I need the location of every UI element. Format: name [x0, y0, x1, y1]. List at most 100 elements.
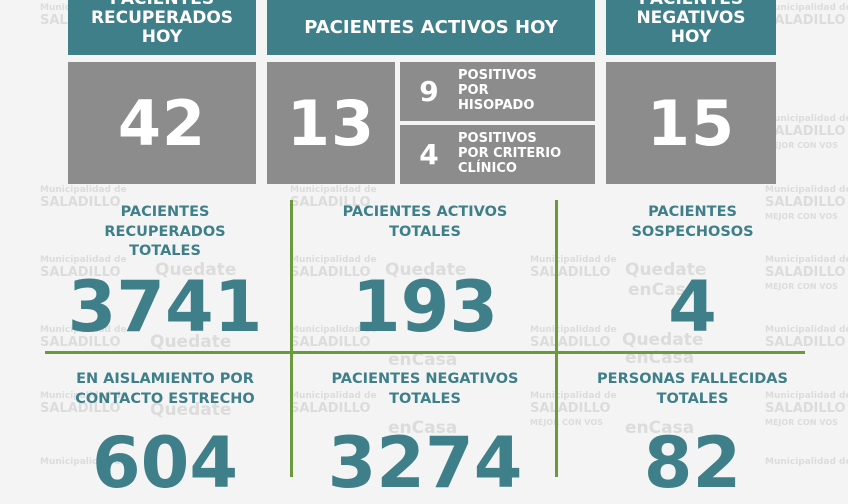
- label-line: HISOPADO: [458, 97, 535, 113]
- negativos-totales-value: 3274: [327, 422, 523, 504]
- header-line: HOY: [670, 26, 712, 47]
- header-activos-hoy: PACIENTES ACTIVOS HOY: [267, 0, 595, 55]
- wm-city: SALADILLO: [765, 195, 846, 210]
- wm-hashtag: enCasa: [625, 418, 695, 438]
- wm-municipio: Municipalidad de: [40, 457, 127, 467]
- label-line: TOTALES: [389, 390, 461, 407]
- header-line: HOY: [141, 26, 183, 47]
- wm-municipio: Municipalidad de: [290, 325, 377, 335]
- watermark-pattern: Municipalidad de SALADILLO Municipalidad…: [40, 3, 848, 467]
- grid-line-vertical-left: [290, 200, 293, 477]
- label-line: PACIENTES: [120, 204, 210, 220]
- wm-city: SALADILLO: [765, 265, 846, 280]
- negativos-hoy-value: 15: [646, 86, 736, 160]
- wm-city: SALADILLO: [765, 13, 846, 28]
- hisopado-count: 9: [419, 75, 439, 108]
- recuperados-hoy-value: 42: [117, 86, 207, 160]
- wm-municipio: Municipalidad de: [765, 391, 848, 401]
- wm-city: SALADILLO: [530, 401, 611, 416]
- wm-municipio: Municipalidad de: [290, 391, 377, 401]
- wm-slogan: MEJOR CON VOS: [765, 418, 838, 427]
- label-line: POSITIVOS: [458, 68, 537, 84]
- wm-municipio: Municipalidad de: [40, 255, 127, 265]
- wm-hashtag: enCasa: [628, 280, 698, 300]
- header-recuperados-hoy: PACIENTES RECUPERADOS HOY: [68, 0, 256, 55]
- sospechosos-value: 4: [668, 266, 717, 348]
- activos-hoy-box: 13: [267, 62, 395, 184]
- label-line: PACIENTES: [648, 204, 737, 220]
- wm-municipio: Municipalidad de: [530, 255, 617, 265]
- wm-city: SALADILLO: [765, 335, 846, 350]
- activos-hoy-value: 13: [286, 86, 376, 160]
- wm-city: SALADILLO: [290, 335, 371, 350]
- wm-municipio: Municipalidad de: [40, 325, 127, 335]
- label-line: TOTALES: [129, 243, 201, 260]
- label-line: POR: [458, 83, 489, 99]
- sospechosos-label: PACIENTES SOSPECHOSOS: [565, 203, 820, 242]
- wm-city: SALADILLO: [290, 195, 371, 210]
- wm-municipio: Municipalidad de: [530, 325, 617, 335]
- aislamiento-value: 604: [91, 422, 239, 504]
- wm-city: SALADILLO: [765, 401, 846, 416]
- wm-hashtag: Quedate: [625, 260, 707, 280]
- label-line: RECUPERADOS: [104, 223, 226, 240]
- label-line: PACIENTES NEGATIVOS: [331, 371, 519, 387]
- label-line: POR CRITERIO: [458, 146, 562, 162]
- wm-hashtag: Quedate: [150, 332, 232, 352]
- wm-hashtag: Quedate: [150, 400, 232, 420]
- header-line: PACIENTES: [639, 0, 743, 9]
- grid-line-vertical-right: [555, 200, 558, 477]
- recuperados-totales-value: 3741: [67, 266, 263, 348]
- header-line: RECUPERADOS: [90, 8, 234, 29]
- label-line: PERSONAS FALLECIDAS: [597, 371, 788, 387]
- grid-line-horizontal: [45, 351, 805, 354]
- label-line: CONTACTO ESTRECHO: [75, 390, 255, 407]
- wm-municipio: Municipalidad de: [765, 325, 848, 335]
- wm-city: SALADILLO: [290, 401, 371, 416]
- wm-hashtag: Quedate: [155, 260, 237, 280]
- label-line: CLÍNICO: [458, 160, 517, 176]
- wm-municipio: Municipalidad de: [765, 185, 848, 195]
- wm-city: SALADILLO: [40, 195, 121, 210]
- header-line: PACIENTES ACTIVOS HOY: [304, 16, 558, 38]
- clinico-label: POSITIVOS POR CRITERIO CLÍNICO: [458, 131, 562, 177]
- clinico-count: 4: [419, 138, 439, 171]
- recuperados-totales-label: PACIENTES RECUPERADOS TOTALES: [55, 203, 275, 262]
- wm-city: SALADILLO: [530, 335, 611, 350]
- label-line: TOTALES: [656, 390, 729, 407]
- wm-city: SALADILLO: [40, 265, 121, 280]
- wm-city: SALADILLO: [40, 401, 121, 416]
- negativos-hoy-box: 15: [606, 62, 776, 184]
- aislamiento-label: EN AISLAMIENTO POR CONTACTO ESTRECHO: [45, 370, 285, 409]
- wm-city: SALADILLO: [290, 265, 371, 280]
- label-line: POSITIVOS: [458, 131, 537, 147]
- wm-city: SALADILLO: [530, 265, 611, 280]
- positivos-hisopado-box: 9 POSITIVOS POR HISOPADO: [400, 62, 595, 121]
- wm-municipio: Municipalidad de: [530, 391, 617, 401]
- wm-city: SALADILLO: [765, 124, 846, 139]
- header-line: PACIENTES: [110, 0, 214, 9]
- recuperados-hoy-box: 42: [68, 62, 256, 184]
- fallecidas-label: PERSONAS FALLECIDAS TOTALES: [565, 370, 820, 409]
- wm-municipio: Municipalidad de: [40, 391, 127, 401]
- wm-municipio: Municipalidad de: [765, 457, 848, 467]
- label-line: SOSPECHOSOS: [631, 223, 754, 240]
- wm-hashtag: enCasa: [388, 350, 458, 370]
- wm-municipio: Municipalidad de: [765, 114, 848, 124]
- wm-hashtag: Quedate: [385, 260, 467, 280]
- negativos-totales-label: PACIENTES NEGATIVOS TOTALES: [300, 370, 550, 409]
- wm-slogan: MEJOR CON VOS: [765, 212, 838, 221]
- header-negativos-hoy: PACIENTES NEGATIVOS HOY: [606, 0, 776, 55]
- fallecidas-value: 82: [643, 422, 742, 504]
- hisopado-label: POSITIVOS POR HISOPADO: [458, 68, 537, 114]
- wm-municipio: Municipalidad de: [290, 255, 377, 265]
- wm-slogan: MEJOR CON VOS: [530, 418, 603, 427]
- wm-municipio: Municipalidad de: [765, 255, 848, 265]
- activos-totales-value: 193: [351, 266, 499, 348]
- positivos-clinico-box: 4 POSITIVOS POR CRITERIO CLÍNICO: [400, 125, 595, 184]
- wm-municipio: Municipalidad de: [40, 185, 127, 195]
- wm-municipio: Municipalidad de: [765, 3, 848, 13]
- wm-municipio: Municipalidad de: [290, 185, 377, 195]
- label-line: EN AISLAMIENTO POR: [76, 371, 254, 387]
- wm-slogan: MEJOR CON VOS: [765, 282, 838, 291]
